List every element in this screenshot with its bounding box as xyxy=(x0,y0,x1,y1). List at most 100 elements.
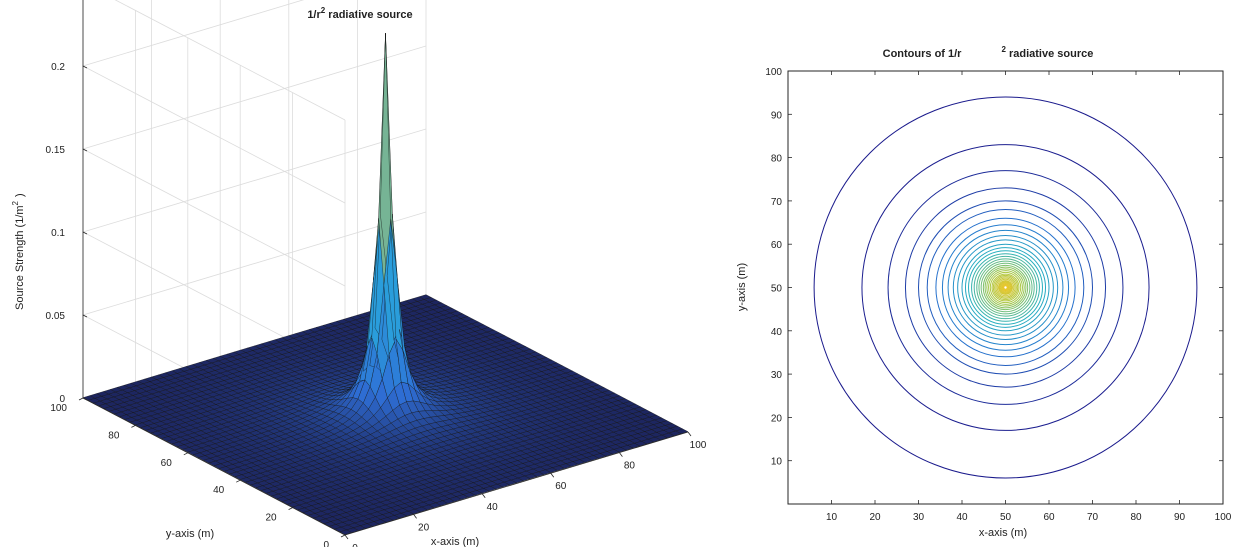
contour-axes: 10 20 30 40 50 60 70 80 90 100 10 20 30 40 50 60 70 80 90 1… xyxy=(765,67,1231,523)
y-axis-line xyxy=(82,397,346,536)
x-tick-label: 60 xyxy=(555,481,567,492)
contour-line xyxy=(964,247,1047,328)
y-tick xyxy=(183,452,188,456)
z-tick xyxy=(82,314,88,318)
x-tick xyxy=(344,534,349,540)
surface-chart-title: 1/r2 radiative source xyxy=(307,6,412,21)
svg-text:y-axis (m): y-axis (m) xyxy=(736,263,748,311)
x-axis-line xyxy=(344,431,689,536)
contour-line xyxy=(976,258,1035,317)
x-tick-label: 10 xyxy=(826,512,838,523)
y-tick xyxy=(131,425,136,428)
contour-line xyxy=(813,96,1198,479)
contour-line xyxy=(961,243,1050,332)
y-tick-label: 80 xyxy=(771,154,783,165)
x-tick xyxy=(619,452,623,457)
y-tick xyxy=(78,397,84,401)
contour-line xyxy=(973,255,1038,320)
contour-line xyxy=(989,271,1022,304)
y-tick-label: 10 xyxy=(771,457,783,468)
contour-line xyxy=(1001,283,1010,292)
y-tick xyxy=(340,534,346,538)
x-tick-label: 70 xyxy=(1087,512,1099,523)
y-tick-label: 60 xyxy=(161,458,173,469)
z-tick-label: 0.1 xyxy=(51,228,65,239)
x-tick-label: 60 xyxy=(1043,512,1055,523)
contour-line xyxy=(941,224,1070,351)
contour-line xyxy=(980,262,1031,313)
x-tick-label: 40 xyxy=(956,512,968,523)
x-axis-label: x-axis (m) xyxy=(431,536,479,547)
grid-line xyxy=(81,0,346,204)
z-tick xyxy=(82,397,88,401)
x-tick xyxy=(687,431,692,437)
grid-line xyxy=(114,0,346,121)
x-tick-label: 40 xyxy=(487,502,499,513)
y-tick-label: 100 xyxy=(50,403,67,414)
y-axis-label: y-axis (m) xyxy=(166,528,214,540)
contour-line xyxy=(978,260,1033,315)
x-tick-label: 50 xyxy=(1000,512,1012,523)
contour-line xyxy=(991,273,1020,302)
surface-mesh xyxy=(82,33,689,535)
y-tick-label: 20 xyxy=(771,413,783,424)
x-tick-label: 20 xyxy=(869,512,881,523)
y-tick-label: 40 xyxy=(771,327,783,338)
contour-line xyxy=(968,250,1043,325)
contour-line xyxy=(904,187,1107,388)
contour-line xyxy=(861,144,1150,431)
z-tick-label: 0.15 xyxy=(46,145,66,156)
contour-chart: Contours of 1/r 2 radiative source 10 20 30… xyxy=(736,45,1232,539)
contour-line xyxy=(988,270,1023,305)
x-tick-label: 80 xyxy=(624,461,636,472)
y-tick xyxy=(288,507,293,510)
contour-line xyxy=(926,209,1085,366)
x-tick xyxy=(481,493,486,499)
z-tick xyxy=(82,65,88,69)
y-tick-label: 40 xyxy=(213,485,225,496)
z-tick xyxy=(82,148,88,152)
contour-line xyxy=(992,274,1019,301)
x-tick xyxy=(550,472,555,478)
z-axis-label: Source Strength (1/m2) xyxy=(11,193,26,310)
z-tick-label: 0 xyxy=(59,394,65,405)
x-tick-label: 80 xyxy=(1130,512,1142,523)
x-tick-label: 20 xyxy=(418,522,430,533)
z-tick-label: 0.2 xyxy=(51,62,65,73)
y-tick-label: 50 xyxy=(771,284,783,295)
z-tick xyxy=(82,231,88,235)
svg-text:Source Strength (1/m2): Source Strength (1/m2) xyxy=(11,193,26,310)
y-tick-label: 90 xyxy=(771,110,783,121)
x-tick-label: 100 xyxy=(1215,512,1232,523)
contour-line xyxy=(918,200,1093,375)
x-tick-label: 0 xyxy=(352,543,358,547)
x-tick-label: 30 xyxy=(913,512,925,523)
y-tick xyxy=(236,479,241,483)
contour-line xyxy=(1003,285,1008,290)
y-tick-label: 0 xyxy=(323,540,329,547)
contour-line xyxy=(994,276,1017,299)
y-tick-label: 60 xyxy=(771,240,783,251)
contour-line xyxy=(999,281,1012,294)
y-tick-label: 20 xyxy=(265,513,277,524)
contour-lines xyxy=(813,96,1198,479)
contour-line xyxy=(971,253,1040,322)
contour-plot-area xyxy=(787,70,1224,505)
contour-line xyxy=(887,170,1124,405)
contour-y-axis-label: y-axis (m) xyxy=(736,263,748,311)
contour-line xyxy=(1002,284,1009,291)
contour-line xyxy=(947,229,1064,346)
contour-line xyxy=(1000,282,1011,293)
y-tick-label: 80 xyxy=(108,430,120,441)
surface-chart: 1/r2 radiative source 020406080100020406… xyxy=(11,0,707,547)
y-tick-label: 30 xyxy=(771,370,783,381)
y-tick-label: 70 xyxy=(771,197,783,208)
contour-line xyxy=(995,277,1016,298)
x-tick-label: 90 xyxy=(1174,512,1186,523)
contour-chart-title: Contours of 1/r 2 radiative source xyxy=(883,45,1094,60)
contour-line xyxy=(986,268,1025,307)
y-tick-label: 100 xyxy=(765,67,782,78)
grid-line xyxy=(81,45,427,287)
contour-line xyxy=(998,280,1013,295)
